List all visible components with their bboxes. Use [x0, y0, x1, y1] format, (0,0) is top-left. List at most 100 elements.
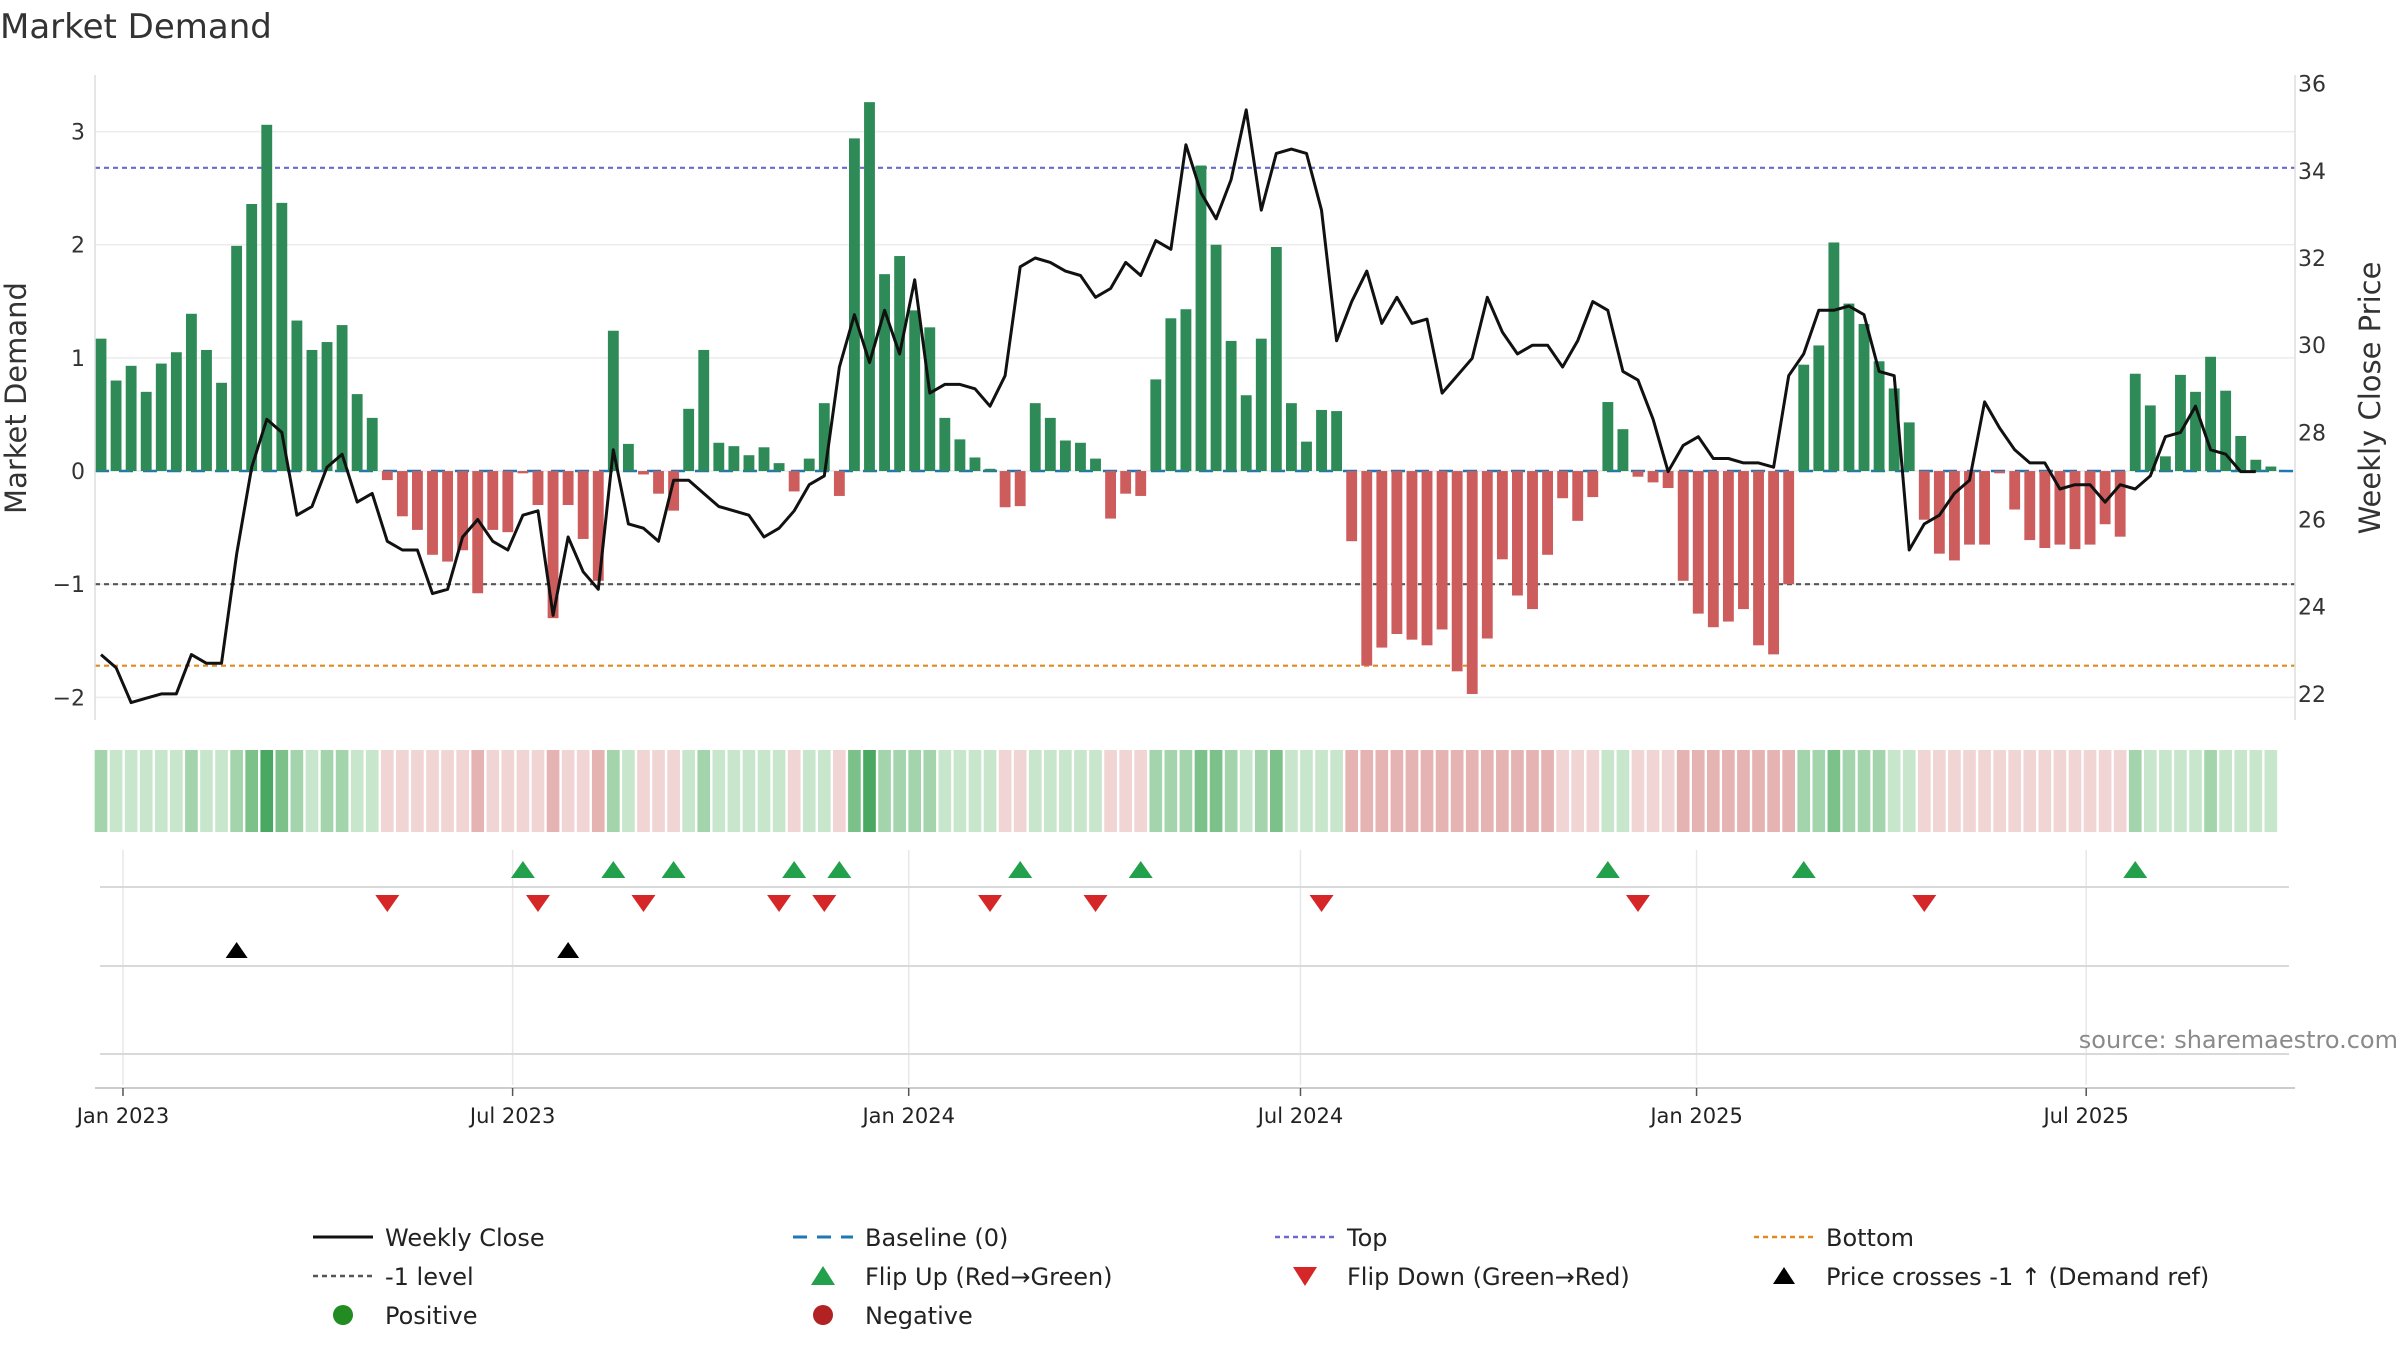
positive-demand-bar: [185, 313, 197, 472]
positive-demand-bar: [155, 363, 167, 472]
color-strip-cell: [1511, 750, 1524, 832]
positive-demand-bar: [1150, 379, 1162, 472]
flip-down-marker: [631, 895, 656, 912]
color-strip-cell: [380, 750, 394, 832]
positive-demand-bar: [2220, 390, 2232, 472]
positive-demand-bar: [1255, 338, 1267, 472]
negative-demand-bar: [2009, 471, 2021, 510]
negative-demand-bar: [1587, 471, 1599, 498]
color-strip-cell: [1300, 750, 1313, 832]
positive-demand-bar: [216, 382, 227, 472]
color-strip-cell: [1059, 750, 1072, 832]
color-strip-cell: [1978, 750, 1991, 832]
axes: −2 −1 0 1 2 3 22 24 26 28 30 32 34 36: [53, 73, 2326, 720]
positive-demand-bar: [1210, 244, 1222, 472]
demand-color-strip: [94, 750, 2278, 832]
legend-symbol: [333, 1305, 353, 1325]
legend-label: Negative: [865, 1302, 973, 1330]
positive-demand-bar: [1873, 361, 1885, 472]
flip-down-marker: [1912, 895, 1937, 912]
negative-demand-bar: [1783, 471, 1795, 585]
positive-demand-bar: [969, 457, 981, 472]
y2-tick-label: 32: [2298, 247, 2326, 272]
color-strip-cell: [878, 750, 891, 832]
legend-symbol: [813, 1305, 833, 1325]
color-strip-cell: [938, 750, 952, 832]
negative-demand-bar: [2039, 471, 2051, 548]
color-strip-cell: [109, 750, 123, 832]
color-strip-cell: [365, 750, 379, 832]
y2-axis-label: Weekly Close Price: [2353, 262, 2387, 535]
legend: Weekly Close Baseline (0) Top Bottom -1 leve…: [313, 1224, 2209, 1330]
color-strip-cell: [682, 750, 695, 832]
negative-demand-bar: [1918, 471, 1930, 520]
color-strip-cell: [245, 750, 259, 832]
color-strip-cell: [727, 750, 741, 832]
positive-demand-bar: [246, 204, 258, 472]
color-strip-cell: [576, 750, 590, 832]
positive-demand-bar: [1331, 411, 1343, 472]
positive-demand-bar: [2129, 373, 2141, 472]
color-strip-cell: [350, 750, 364, 832]
negative-demand-bar: [502, 471, 514, 533]
negative-demand-bar: [1949, 471, 1960, 561]
color-strip-cell: [1360, 750, 1374, 832]
color-strip-cell: [968, 750, 982, 832]
color-strip-cell: [1134, 750, 1148, 832]
negative-demand-bar: [2084, 471, 2096, 545]
color-strip-cell: [2159, 750, 2172, 832]
color-strip-cell: [1420, 750, 1434, 832]
positive-demand-bar: [1270, 247, 1282, 472]
negative-demand-bar: [1120, 471, 1132, 494]
color-strip-cell: [2174, 750, 2187, 832]
positive-demand-bar: [2205, 356, 2217, 472]
flip-down-marker: [1625, 895, 1650, 912]
negative-demand-bar: [1692, 471, 1704, 614]
color-strip-cell: [486, 750, 500, 832]
flip-up-marker: [1008, 861, 1033, 878]
positive-demand-bar: [1888, 388, 1900, 472]
flip-down-marker: [1309, 895, 1334, 912]
flip-up-marker: [1595, 861, 1620, 878]
negative-demand-bar: [1572, 471, 1584, 521]
weekly-close-line: [100, 108, 2256, 705]
positive-demand-bar: [1843, 303, 1855, 472]
color-strip-cell: [441, 750, 454, 832]
color-strip-cell: [1571, 750, 1585, 832]
color-strip-cell: [1164, 750, 1178, 832]
positive-demand-bar: [231, 245, 243, 472]
color-strip-cell: [1812, 750, 1826, 832]
color-strip-cell: [1330, 750, 1343, 832]
negative-demand-bar: [833, 471, 845, 496]
negative-demand-bar: [532, 471, 544, 505]
color-strip-cell: [275, 750, 289, 832]
flip-up-marker: [782, 861, 807, 878]
negative-demand-bar: [1376, 471, 1388, 648]
negative-demand-bar: [1436, 471, 1448, 630]
positive-demand-bar: [321, 342, 333, 472]
color-strip-cell: [1541, 750, 1554, 832]
color-strip-cell: [2189, 750, 2202, 832]
negative-demand-bar: [1406, 471, 1418, 640]
color-strip-cell: [1737, 750, 1750, 832]
color-strip-cell: [1496, 750, 1509, 832]
negative-demand-bar: [2069, 471, 2081, 550]
color-strip-cell: [833, 750, 846, 832]
negative-demand-bar: [1542, 471, 1553, 555]
positive-demand-bar: [336, 325, 348, 472]
color-strip-cell: [697, 750, 711, 832]
color-strip-cell: [2143, 750, 2157, 832]
positive-demand-bar: [1858, 323, 1870, 472]
positive-demand-bar: [743, 455, 755, 472]
negative-demand-bar: [1768, 471, 1780, 655]
color-strip-cell: [908, 750, 922, 832]
color-strip-cell: [154, 750, 168, 832]
color-strip-cell: [2128, 750, 2142, 832]
legend-label: Baseline (0): [865, 1224, 1008, 1252]
legend-symbol: [1293, 1267, 1317, 1286]
color-strip-cell: [1209, 750, 1223, 832]
y-axis-label: Market Demand: [0, 282, 33, 514]
positive-demand-bar: [803, 458, 815, 472]
negative-demand-bar: [1496, 471, 1508, 560]
negative-demand-bar: [1451, 471, 1463, 672]
